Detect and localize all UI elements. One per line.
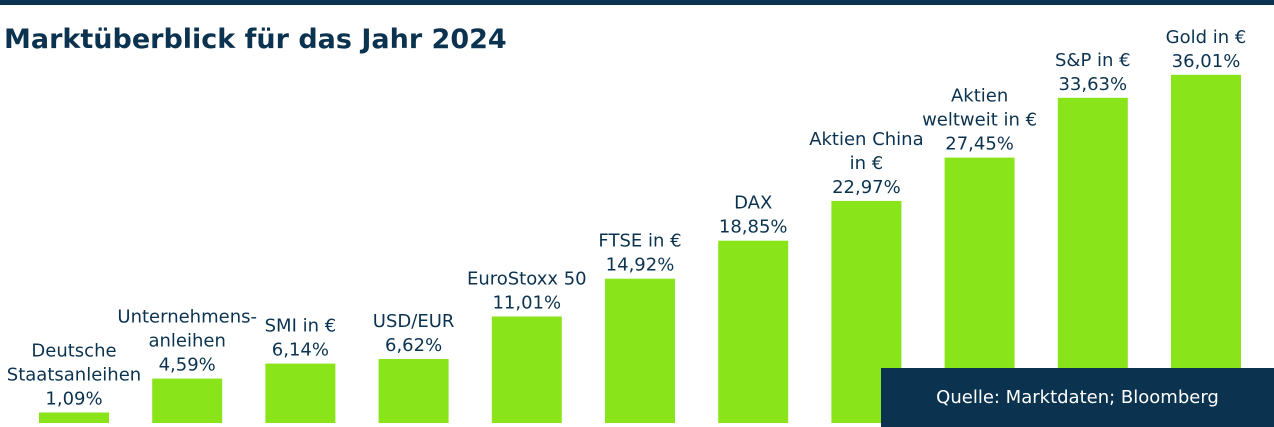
- bar-category-label-1: anleihen: [148, 331, 225, 352]
- bar-5: [605, 278, 675, 423]
- bar-category-label-3: USD/EUR: [373, 311, 455, 332]
- bar-value-label-2: 6,14%: [272, 340, 329, 361]
- source-box: Quelle: Marktdaten; Bloomberg: [881, 368, 1274, 427]
- bar-category-label-1: Unternehmens-: [117, 307, 257, 328]
- bar-category-label-7: Aktien China: [809, 129, 923, 150]
- bar-category-label-9: S&P in €: [1055, 50, 1131, 71]
- chart-title: Marktüberblick für das Jahr 2024: [4, 24, 507, 55]
- bar-value-label-7: 22,97%: [832, 177, 901, 198]
- bar-category-label-6: DAX: [734, 193, 772, 214]
- bar-0: [39, 412, 109, 423]
- bar-value-label-3: 6,62%: [385, 335, 442, 356]
- bar-category-label-5: FTSE in €: [598, 231, 681, 252]
- bar-category-label-2: SMI in €: [265, 316, 337, 337]
- top-rule: [0, 0, 1274, 5]
- bar-value-label-8: 27,45%: [945, 134, 1014, 155]
- bar-2: [265, 363, 336, 423]
- bar-6: [718, 240, 789, 423]
- bar-value-label-6: 18,85%: [719, 217, 788, 238]
- bar-category-label-8: Aktien: [951, 86, 1008, 107]
- bar-value-label-1: 4,59%: [159, 355, 216, 376]
- bar-value-label-0: 1,09%: [45, 389, 102, 410]
- bar-value-label-5: 14,92%: [606, 255, 675, 276]
- bar-category-label-4: EuroStoxx 50: [467, 269, 587, 290]
- bar-category-label-0: Deutsche: [31, 341, 116, 362]
- bar-10: [1171, 74, 1241, 424]
- bar-category-label-7: in €: [850, 153, 884, 174]
- source-text: Quelle: Marktdaten; Bloomberg: [936, 387, 1219, 408]
- bar-category-label-8: weltweit in €: [922, 110, 1037, 131]
- bar-category-label-10: Gold in €: [1166, 27, 1247, 48]
- bar-category-label-0: Staatsanleihen: [7, 365, 141, 386]
- bar-3: [378, 359, 449, 423]
- bar-4: [491, 316, 562, 423]
- bar-value-label-4: 11,01%: [492, 293, 561, 314]
- bar-value-label-9: 33,63%: [1058, 74, 1127, 95]
- bar-value-label-10: 36,01%: [1172, 51, 1241, 72]
- bar-1: [152, 378, 223, 423]
